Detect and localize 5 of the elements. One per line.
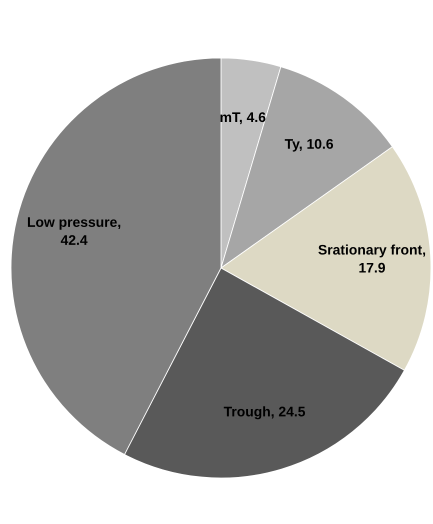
slice-label: mT, 4.6 <box>220 112 266 124</box>
slice-label: Low pressure, 42.4 <box>28 217 120 245</box>
slice-label: Ty, 10.6 <box>284 139 334 152</box>
slice-label: Srationary front, 17.9 <box>318 244 426 273</box>
slice-label: Trough, 24.5 <box>224 406 306 420</box>
